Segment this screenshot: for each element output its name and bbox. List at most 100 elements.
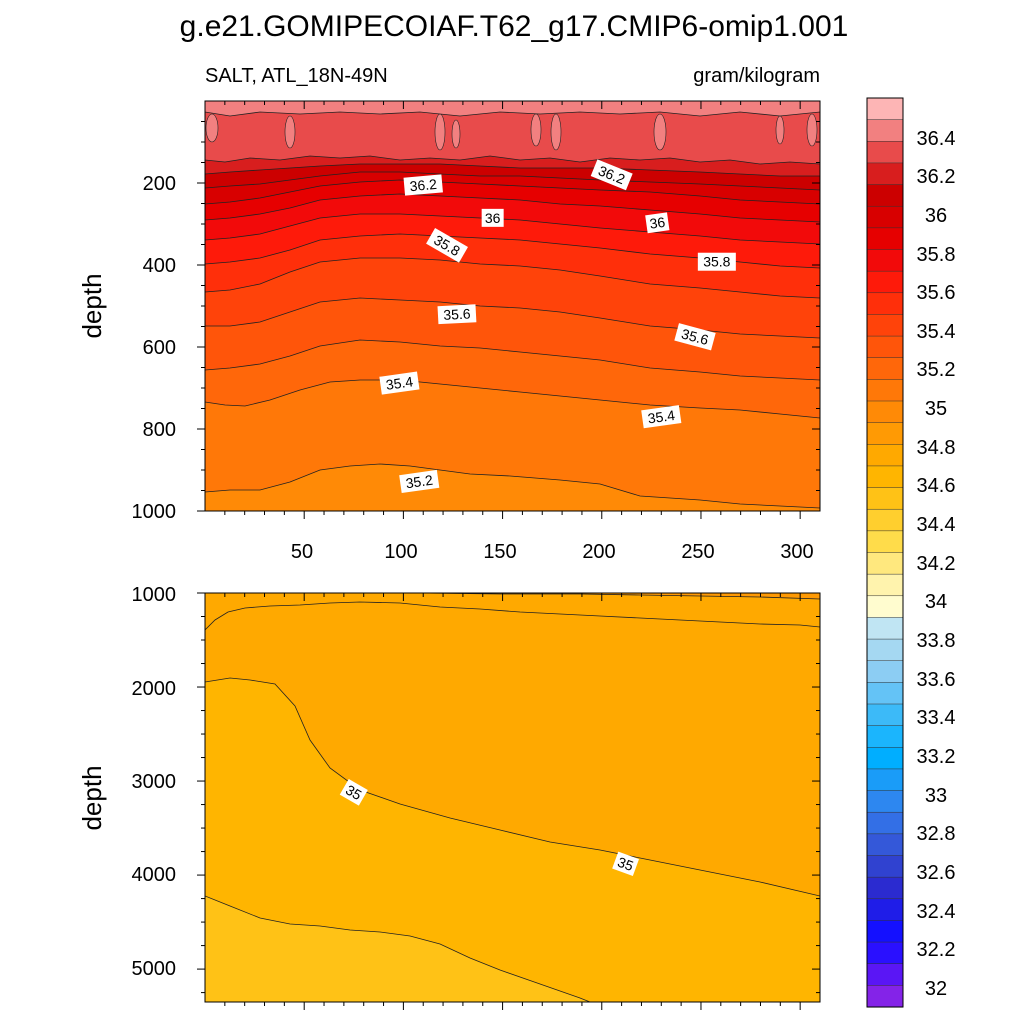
colorbar-swatch (866, 314, 904, 337)
colorbar-swatch (866, 703, 904, 727)
patch (653, 113, 667, 151)
colorbar-swatch (866, 487, 904, 510)
colorbar-swatch (866, 292, 904, 315)
contour-label-box (379, 371, 420, 395)
colorbar-swatch (866, 379, 904, 402)
colorbar-swatch (866, 530, 904, 554)
colorbar-swatch (866, 205, 904, 229)
colorbar-swatch (866, 876, 904, 900)
variable-region-subtitle: SALT, ATL_18N-49N (205, 65, 388, 87)
contour-label-box (641, 405, 682, 429)
contour-label-box (339, 779, 368, 806)
lower-ytick-label: 4000 (132, 864, 177, 886)
contour-label-box (426, 228, 468, 263)
upper-xtick-label: 300 (780, 541, 813, 563)
colorbar-label: 33.6 (917, 669, 956, 691)
colorbar-label: 36.4 (917, 128, 956, 150)
band-bottom-1 (205, 678, 820, 1002)
contour-label-text: 35.6 (680, 325, 711, 348)
upper-xtick-label: 50 (291, 541, 313, 563)
contour-label-box (697, 252, 736, 271)
contour-label-box (590, 159, 633, 191)
colorbar-swatch (866, 227, 904, 251)
upper-xtick-label: 250 (681, 541, 714, 563)
contour-label: 35 (339, 779, 368, 806)
upper-axis-ticks (197, 101, 820, 519)
colorbar-label: 35.4 (917, 321, 956, 343)
colorbar-swatch (866, 422, 904, 445)
colorbar-label: 32.4 (917, 901, 956, 923)
contour-label-box (437, 304, 477, 325)
colorbar-label: 34.4 (917, 514, 956, 536)
contour-line (205, 297, 820, 339)
contour-label-text: 35.4 (385, 373, 414, 393)
contour-line (205, 463, 820, 509)
contour-label-box (403, 174, 443, 196)
colorbar-swatch (866, 444, 904, 467)
upper-ytick-label: 1000 (132, 501, 177, 523)
patch (434, 113, 446, 151)
units-subtitle: gram/kilogram (693, 65, 820, 87)
patch (806, 113, 818, 147)
colorbar-label: 34.6 (917, 475, 956, 497)
upper-xtick-label: 150 (483, 541, 516, 563)
colorbar-swatch (866, 465, 904, 489)
lower-axis-ticks (197, 592, 820, 1010)
patch (205, 113, 219, 143)
colorbar-swatch (866, 184, 904, 207)
band-bottom-3 (420, 593, 820, 599)
contour-label: 35.6 (437, 304, 477, 325)
colorbar-swatch (866, 790, 904, 813)
contour-line (205, 179, 820, 205)
colorbar-swatch (866, 270, 904, 294)
colorbar-swatch (866, 508, 904, 532)
colorbar-swatch (866, 811, 904, 835)
upper-contour-lines (205, 111, 820, 509)
patch (284, 115, 296, 149)
colorbar-label: 35 (925, 398, 947, 420)
contour-label: 35 (612, 851, 639, 877)
colorbar-swatch (866, 162, 904, 186)
contour-line (205, 163, 820, 177)
contour-label: 35.8 (697, 252, 736, 271)
colorbar-swatch (866, 400, 904, 424)
contour-label: 36 (481, 208, 504, 227)
upper-ytick-label: 800 (143, 419, 176, 441)
contour-line (205, 257, 820, 299)
colorbar-label: 34 (925, 591, 947, 613)
colorbar-swatch (866, 119, 904, 142)
colorbar-swatch (866, 249, 904, 272)
colorbar-swatch (866, 747, 904, 770)
contour-line (205, 171, 820, 191)
colorbar-label: 36 (925, 205, 947, 227)
contour-line (205, 895, 592, 1002)
patch (530, 113, 542, 147)
band-top-12 (205, 101, 820, 164)
contour-line (205, 213, 820, 245)
contour-label-box (399, 469, 440, 494)
colorbar-label: 32.6 (917, 862, 956, 884)
colorbar-label: 35.6 (917, 282, 956, 304)
colorbar-frame (866, 97, 904, 1008)
colorbar-swatch (866, 963, 904, 986)
contour-label-text: 36 (485, 210, 501, 226)
colorbar-swatch (866, 920, 904, 943)
lower-ytick-label: 1000 (132, 584, 177, 606)
colorbar-swatch (866, 335, 904, 359)
lower-filled-contours: 35 35 (205, 593, 820, 1002)
contour-label-box (674, 323, 716, 351)
colorbar-swatch (866, 985, 904, 1008)
upper-ytick-label: 200 (143, 173, 176, 195)
contour-label-text: 35 (616, 854, 636, 874)
contour-label: 35.2 (399, 469, 440, 494)
upper-xtick-label: 200 (582, 541, 615, 563)
colorbar-label: 33.2 (917, 746, 956, 768)
colorbar-swatch (866, 97, 904, 121)
contour-line (205, 601, 820, 631)
contour-label-text: 35 (343, 782, 365, 804)
colorbar-label: 33 (925, 785, 947, 807)
figure-title: g.e21.GOMIPECOIAF.T62_g17.CMIP6-omip1.00… (180, 10, 849, 43)
colorbar-swatch (866, 660, 904, 683)
